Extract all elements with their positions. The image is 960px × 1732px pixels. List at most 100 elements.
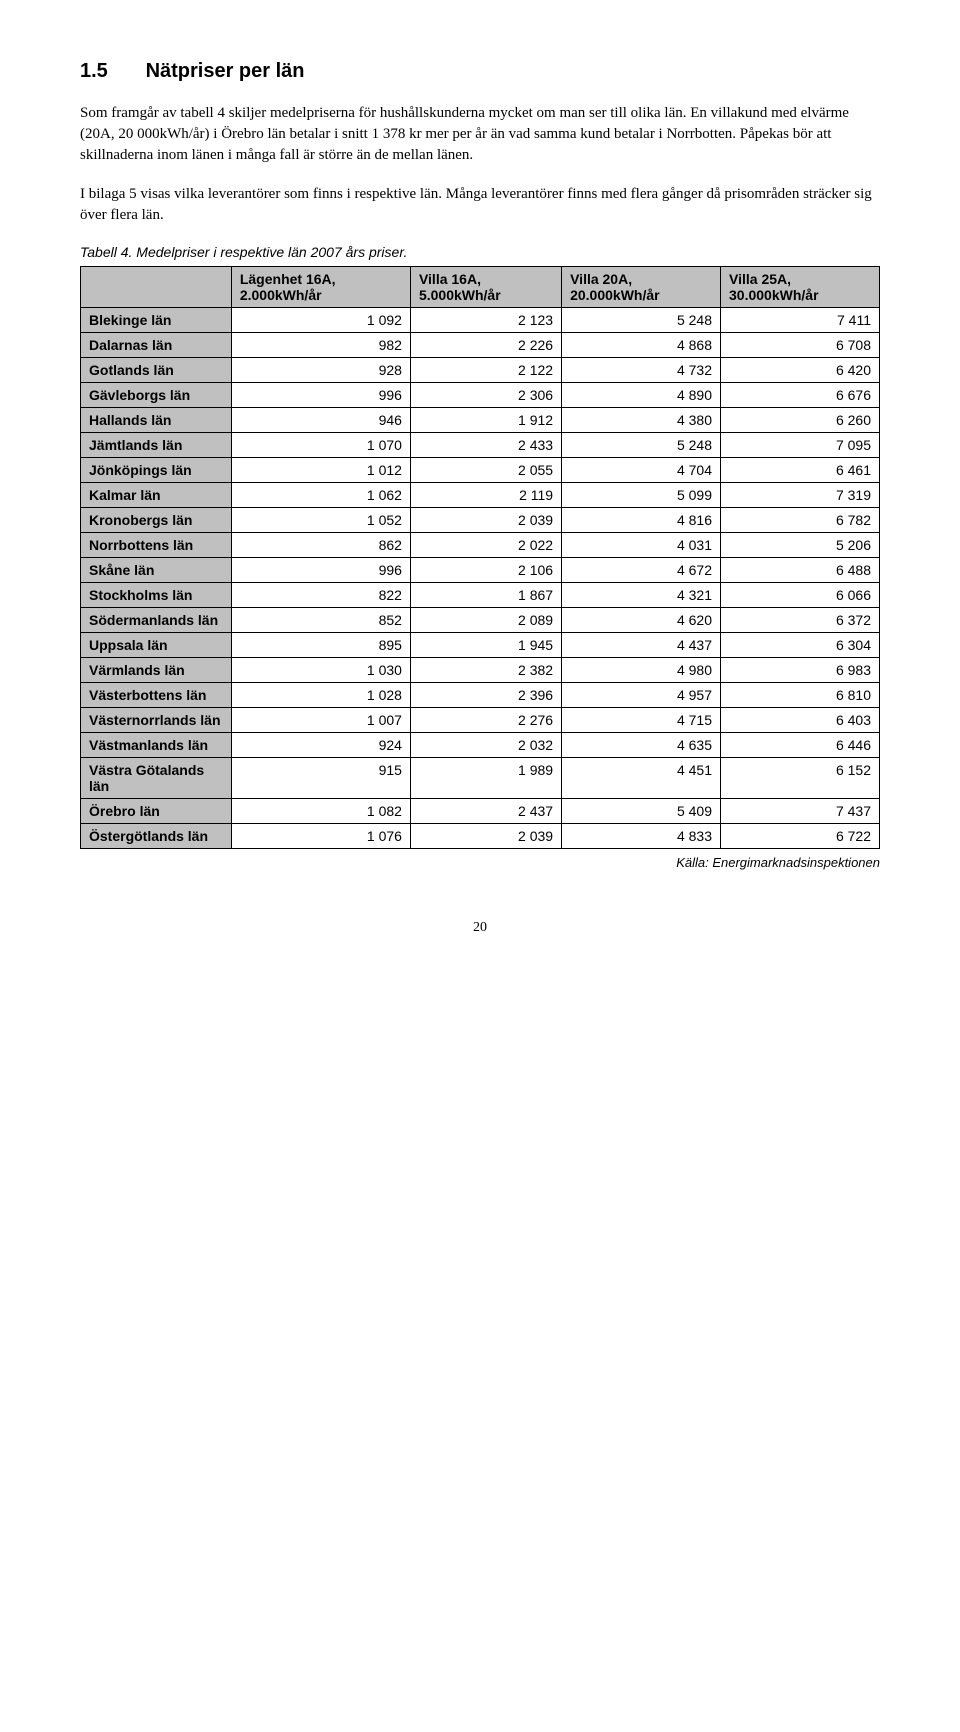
- table-cell: 2 382: [410, 658, 561, 683]
- table-cell: 4 732: [562, 358, 721, 383]
- table-cell: 1 989: [410, 758, 561, 799]
- table-row: Jönköpings län1 0122 0554 7046 461: [81, 458, 880, 483]
- table-cell: 2 089: [410, 608, 561, 633]
- table-cell: 6 066: [721, 583, 880, 608]
- table-header-col-4: Villa 25A, 30.000kWh/år: [721, 267, 880, 308]
- table-cell: 2 306: [410, 383, 561, 408]
- table-row-label: Gotlands län: [81, 358, 232, 383]
- table-cell: 4 980: [562, 658, 721, 683]
- table-row-label: Dalarnas län: [81, 333, 232, 358]
- table-row: Östergötlands län1 0762 0394 8336 722: [81, 824, 880, 849]
- table-row-label: Örebro län: [81, 799, 232, 824]
- table-cell: 915: [231, 758, 410, 799]
- table-row-label: Hallands län: [81, 408, 232, 433]
- table-cell: 4 816: [562, 508, 721, 533]
- table-cell: 946: [231, 408, 410, 433]
- paragraph-1: Som framgår av tabell 4 skiljer medelpri…: [80, 103, 880, 166]
- table-row: Värmlands län1 0302 3824 9806 983: [81, 658, 880, 683]
- section-title: Nätpriser per län: [146, 60, 305, 82]
- table-cell: 6 260: [721, 408, 880, 433]
- table-row-label: Jämtlands län: [81, 433, 232, 458]
- table-header-col-2: Villa 16A, 5.000kWh/år: [410, 267, 561, 308]
- table-cell: 1 076: [231, 824, 410, 849]
- table-cell: 822: [231, 583, 410, 608]
- table-cell: 924: [231, 733, 410, 758]
- table-cell: 4 890: [562, 383, 721, 408]
- table-row: Västerbottens län1 0282 3964 9576 810: [81, 683, 880, 708]
- table-row: Gotlands län9282 1224 7326 420: [81, 358, 880, 383]
- table-cell: 5 409: [562, 799, 721, 824]
- table-cell: 2 433: [410, 433, 561, 458]
- table-row: Södermanlands län8522 0894 6206 372: [81, 608, 880, 633]
- table-row-label: Kalmar län: [81, 483, 232, 508]
- table-header-blank: [81, 267, 232, 308]
- table-cell: 1 912: [410, 408, 561, 433]
- paragraph-2: I bilaga 5 visas vilka leverantörer som …: [80, 184, 880, 226]
- table-header-row: Lägenhet 16A, 2.000kWh/år Villa 16A, 5.0…: [81, 267, 880, 308]
- table-cell: 2 039: [410, 508, 561, 533]
- section-heading: 1.5 Nätpriser per län: [80, 60, 880, 83]
- table-cell: 996: [231, 558, 410, 583]
- table-cell: 1 092: [231, 308, 410, 333]
- table-cell: 6 782: [721, 508, 880, 533]
- table-row-label: Gävleborgs län: [81, 383, 232, 408]
- table-cell: 928: [231, 358, 410, 383]
- table-cell: 2 119: [410, 483, 561, 508]
- table-row-label: Värmlands län: [81, 658, 232, 683]
- table-cell: 6 488: [721, 558, 880, 583]
- table-row-label: Västernorrlands län: [81, 708, 232, 733]
- table-caption: Tabell 4. Medelpriser i respektive län 2…: [80, 244, 880, 260]
- table-cell: 4 833: [562, 824, 721, 849]
- table-cell: 5 248: [562, 433, 721, 458]
- table-cell: 5 206: [721, 533, 880, 558]
- table-cell: 4 704: [562, 458, 721, 483]
- table-row-label: Västerbottens län: [81, 683, 232, 708]
- table-row: Västmanlands län9242 0324 6356 446: [81, 733, 880, 758]
- table-row: Hallands län9461 9124 3806 260: [81, 408, 880, 433]
- price-table: Lägenhet 16A, 2.000kWh/år Villa 16A, 5.0…: [80, 266, 880, 849]
- table-header-col-3: Villa 20A, 20.000kWh/år: [562, 267, 721, 308]
- table-cell: 4 451: [562, 758, 721, 799]
- table-row-label: Västmanlands län: [81, 733, 232, 758]
- table-cell: 4 437: [562, 633, 721, 658]
- table-cell: 6 461: [721, 458, 880, 483]
- table-cell: 5 099: [562, 483, 721, 508]
- table-cell: 862: [231, 533, 410, 558]
- table-row: Skåne län9962 1064 6726 488: [81, 558, 880, 583]
- table-cell: 1 082: [231, 799, 410, 824]
- table-cell: 1 028: [231, 683, 410, 708]
- table-row: Kalmar län1 0622 1195 0997 319: [81, 483, 880, 508]
- table-cell: 2 123: [410, 308, 561, 333]
- table-cell: 7 319: [721, 483, 880, 508]
- table-cell: 4 868: [562, 333, 721, 358]
- table-cell: 7 095: [721, 433, 880, 458]
- table-row: Gävleborgs län9962 3064 8906 676: [81, 383, 880, 408]
- table-cell: 982: [231, 333, 410, 358]
- table-cell: 2 039: [410, 824, 561, 849]
- table-cell: 6 152: [721, 758, 880, 799]
- table-row: Blekinge län1 0922 1235 2487 411: [81, 308, 880, 333]
- table-cell: 1 945: [410, 633, 561, 658]
- table-cell: 2 106: [410, 558, 561, 583]
- table-cell: 7 411: [721, 308, 880, 333]
- table-row-label: Kronobergs län: [81, 508, 232, 533]
- table-cell: 2 437: [410, 799, 561, 824]
- table-cell: 6 304: [721, 633, 880, 658]
- table-cell: 6 983: [721, 658, 880, 683]
- table-cell: 2 032: [410, 733, 561, 758]
- table-header-col-1: Lägenhet 16A, 2.000kWh/år: [231, 267, 410, 308]
- table-row-label: Östergötlands län: [81, 824, 232, 849]
- table-cell: 4 031: [562, 533, 721, 558]
- table-cell: 1 062: [231, 483, 410, 508]
- table-row-label: Södermanlands län: [81, 608, 232, 633]
- table-row: Jämtlands län1 0702 4335 2487 095: [81, 433, 880, 458]
- table-cell: 1 070: [231, 433, 410, 458]
- table-cell: 2 055: [410, 458, 561, 483]
- table-cell: 4 635: [562, 733, 721, 758]
- table-cell: 1 030: [231, 658, 410, 683]
- table-cell: 4 321: [562, 583, 721, 608]
- table-cell: 6 420: [721, 358, 880, 383]
- table-row: Dalarnas län9822 2264 8686 708: [81, 333, 880, 358]
- table-cell: 6 708: [721, 333, 880, 358]
- table-cell: 4 715: [562, 708, 721, 733]
